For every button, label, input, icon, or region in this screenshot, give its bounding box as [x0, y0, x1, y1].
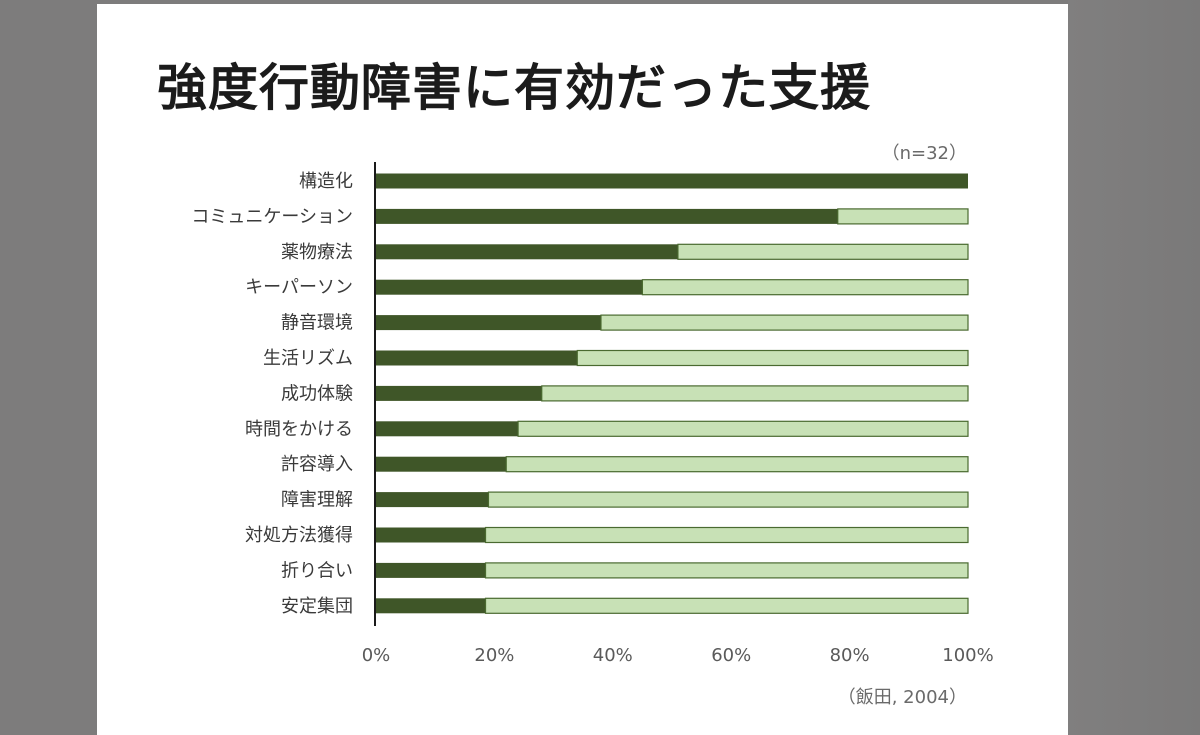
category-label-11: 折り合い: [281, 560, 353, 581]
source-note: （飯田, 2004）: [838, 687, 967, 708]
bar-value-0: [376, 173, 968, 189]
bar-value-8: [376, 456, 507, 472]
category-label-12: 安定集団: [281, 596, 353, 617]
bar-value-7: [376, 421, 519, 437]
category-label-5: 生活リズム: [263, 348, 353, 369]
bar-remainder-12: [484, 597, 969, 614]
bar-remainder-6: [541, 385, 969, 402]
x-tick-label-5: 100%: [942, 645, 993, 666]
category-label-6: 成功体験: [281, 383, 353, 404]
bar-remainder-7: [517, 420, 969, 437]
bar-value-1: [376, 208, 838, 224]
bar-remainder-3: [641, 279, 969, 296]
x-tick-label-4: 80%: [830, 645, 870, 666]
bar-remainder-5: [576, 349, 969, 367]
x-tick-label-3: 60%: [711, 645, 751, 666]
bar-value-10: [376, 527, 486, 543]
category-labels: 構造化コミュニケーション薬物療法キーパーソン静音環境生活リズム成功体験時間をかけ…: [191, 171, 353, 617]
bar-value-12: [376, 598, 486, 614]
x-tick-label-1: 20%: [474, 645, 514, 666]
bar-remainder-2: [677, 243, 969, 260]
x-tick-label-2: 40%: [593, 645, 633, 666]
sample-size-note: （n=32）: [882, 143, 967, 164]
bar-remainder-11: [484, 562, 969, 579]
bar-remainder-10: [484, 526, 969, 544]
bar-value-6: [376, 385, 542, 401]
bar-value-3: [376, 279, 643, 295]
bar-value-5: [376, 350, 578, 366]
bar-value-2: [376, 244, 678, 260]
category-label-2: 薬物療法: [281, 242, 353, 263]
slide-title: 強度行動障害に有効だった支援: [157, 59, 871, 117]
x-tick-label-0: 0%: [362, 645, 391, 666]
bar-remainder-4: [600, 314, 969, 331]
category-label-9: 障害理解: [281, 490, 353, 511]
category-label-8: 許容導入: [281, 454, 353, 475]
category-label-4: 静音環境: [281, 313, 353, 334]
category-label-7: 時間をかける: [245, 419, 353, 440]
x-tick-labels: 0% 20% 40% 60% 80% 100%: [362, 645, 994, 666]
bar-value-9: [376, 492, 489, 508]
background-panel: [1068, 0, 1200, 735]
bar-value-11: [376, 562, 486, 578]
category-label-3: キーパーソン: [245, 277, 353, 298]
category-label-1: コミュニケーション: [191, 206, 353, 227]
category-label-10: 対処方法獲得: [245, 525, 353, 546]
bar-chart: （n=32） 構造化コミュニケーション薬物療法キーパーソン静音環境生活リズム成功…: [191, 143, 994, 708]
bar-remainder-9: [487, 491, 969, 508]
slide: 強度行動障害に有効だった支援 （n=32） 構造化コミュニケーション薬物療法キー…: [97, 4, 1068, 735]
bar-remainder-1: [837, 208, 969, 225]
bar-remainder-8: [505, 456, 969, 473]
bars-group: [376, 173, 969, 614]
bar-value-4: [376, 315, 601, 331]
category-label-0: 構造化: [299, 171, 353, 192]
